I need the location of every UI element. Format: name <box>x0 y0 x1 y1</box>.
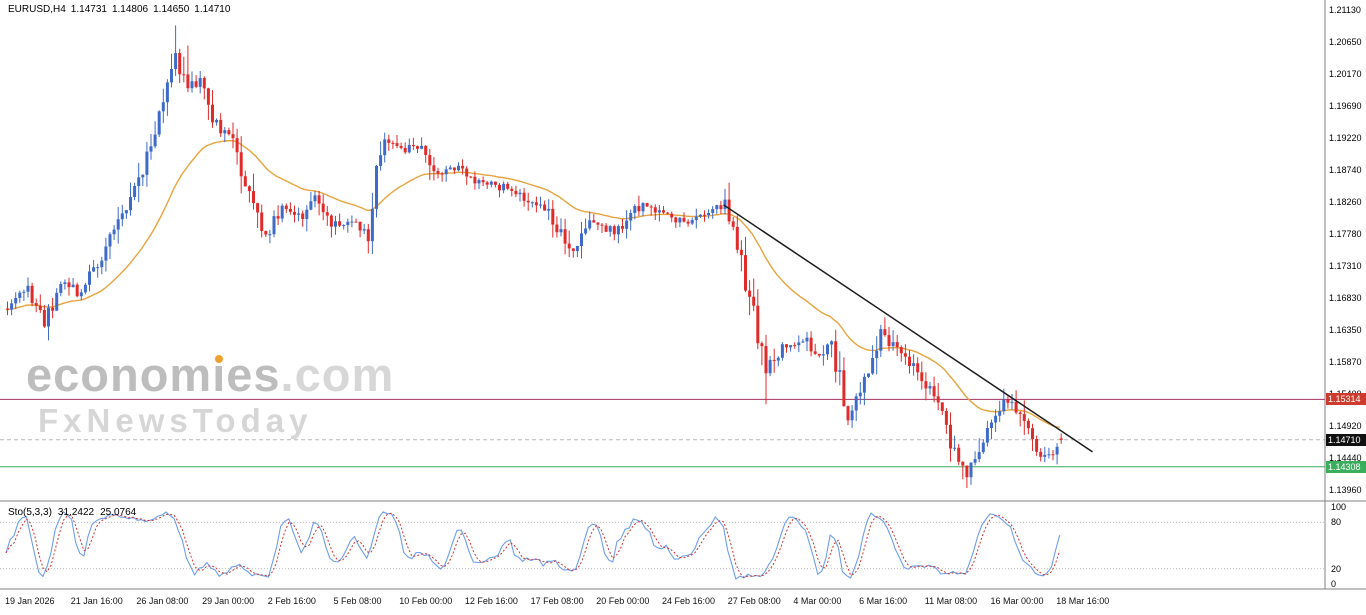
stochastic-signal-line <box>5 512 1061 579</box>
quote-low: 1.14650 <box>153 4 190 15</box>
moving-average-line <box>5 139 1060 429</box>
price-tick-label: 1.15870 <box>1329 357 1362 368</box>
time-tick-label: 4 Mar 00:00 <box>793 596 842 606</box>
stochastic-tick-label: 20 <box>1331 563 1342 574</box>
time-tick-label: 10 Feb 00:00 <box>399 596 453 606</box>
stochastic-main-line <box>5 511 1061 580</box>
price-level-label-resistance: 1.15314 <box>1326 393 1366 406</box>
panel-borders <box>0 0 1366 590</box>
time-tick-label: 16 Mar 00:00 <box>990 596 1044 606</box>
price-tick-label: 1.14920 <box>1329 420 1362 431</box>
indicator-main-value: 31.2422 <box>57 507 95 518</box>
level-lines <box>0 398 1325 468</box>
price-tick-label: 1.16350 <box>1329 325 1362 335</box>
indicator-name: Sto(5,3,3) <box>8 507 52 518</box>
time-tick-label: 5 Feb 08:00 <box>333 596 382 606</box>
price-tick-label: 1.18740 <box>1329 165 1362 175</box>
time-tick-label: 11 Mar 08:00 <box>924 596 978 606</box>
watermark-brand-post: es <box>226 348 281 401</box>
price-level-label-support: 1.14308 <box>1326 460 1366 473</box>
watermark-brand-i: i <box>212 348 227 401</box>
price-tick-label: 1.19220 <box>1329 132 1362 143</box>
time-tick-label: 6 Mar 16:00 <box>859 596 908 606</box>
time-tick-label: 27 Feb 08:00 <box>727 596 781 606</box>
price-tick-label: 1.18260 <box>1329 197 1362 208</box>
watermark-economies: economies.com <box>26 350 394 400</box>
quote-high: 1.14806 <box>111 4 149 15</box>
time-tick-label: 20 Feb 00:00 <box>596 596 650 606</box>
time-tick-label: 12 Feb 16:00 <box>464 596 518 606</box>
price-tick-label: 1.21130 <box>1329 5 1361 15</box>
indicator-signal-value: 25.0764 <box>100 507 137 518</box>
indicator-label: Sto(5,3,3) 31.2422 25.0764 <box>8 507 136 518</box>
time-tick-label: 18 Mar 16:00 <box>1056 596 1110 606</box>
quote-close: 1.14710 <box>194 4 231 15</box>
trendline <box>723 204 1093 453</box>
time-tick-label: 29 Jan 00:00 <box>202 596 255 606</box>
quote-open: 1.14731 <box>70 4 107 15</box>
watermark-fxnewstoday: FxNewsToday <box>38 402 313 439</box>
stochastic-tick-label: 80 <box>1331 517 1342 528</box>
price-level-label-current-price: 1.14710 <box>1326 433 1366 446</box>
quote-line: EURUSD,H4 1.14731 1.14806 1.14650 1.1471… <box>8 4 230 15</box>
price-tick-label: 1.16830 <box>1329 292 1362 303</box>
candles <box>6 25 1063 488</box>
watermark-domain: .com <box>280 348 395 401</box>
time-tick-label: 19 Jan 2026 <box>5 596 55 606</box>
price-tick-label: 1.17780 <box>1329 229 1362 240</box>
watermark: economies.com FxNewsToday <box>26 350 394 439</box>
price-tick-label: 1.19690 <box>1329 101 1362 112</box>
time-tick-label: 21 Jan 16:00 <box>70 596 123 606</box>
watermark-brand-pre: econom <box>26 348 213 401</box>
stochastic-tick-label: 0 <box>1331 579 1337 589</box>
stochastic-tick-label: 100 <box>1331 502 1347 512</box>
time-tick-label: 2 Feb 16:00 <box>267 596 316 606</box>
time-tick-label: 26 Jan 08:00 <box>136 596 189 606</box>
time-tick-label: 24 Feb 16:00 <box>662 596 716 606</box>
symbol-period-label: EURUSD,H4 <box>8 4 66 15</box>
price-tick-label: 1.17310 <box>1329 260 1362 271</box>
time-tick-label: 17 Feb 08:00 <box>530 596 584 606</box>
price-tick-label: 1.14440 <box>1329 452 1362 463</box>
stochastic-panel <box>0 511 1325 580</box>
price-tick-label: 1.20170 <box>1329 69 1362 80</box>
price-tick-label: 1.13960 <box>1329 485 1362 495</box>
price-tick-label: 1.20650 <box>1329 37 1362 48</box>
